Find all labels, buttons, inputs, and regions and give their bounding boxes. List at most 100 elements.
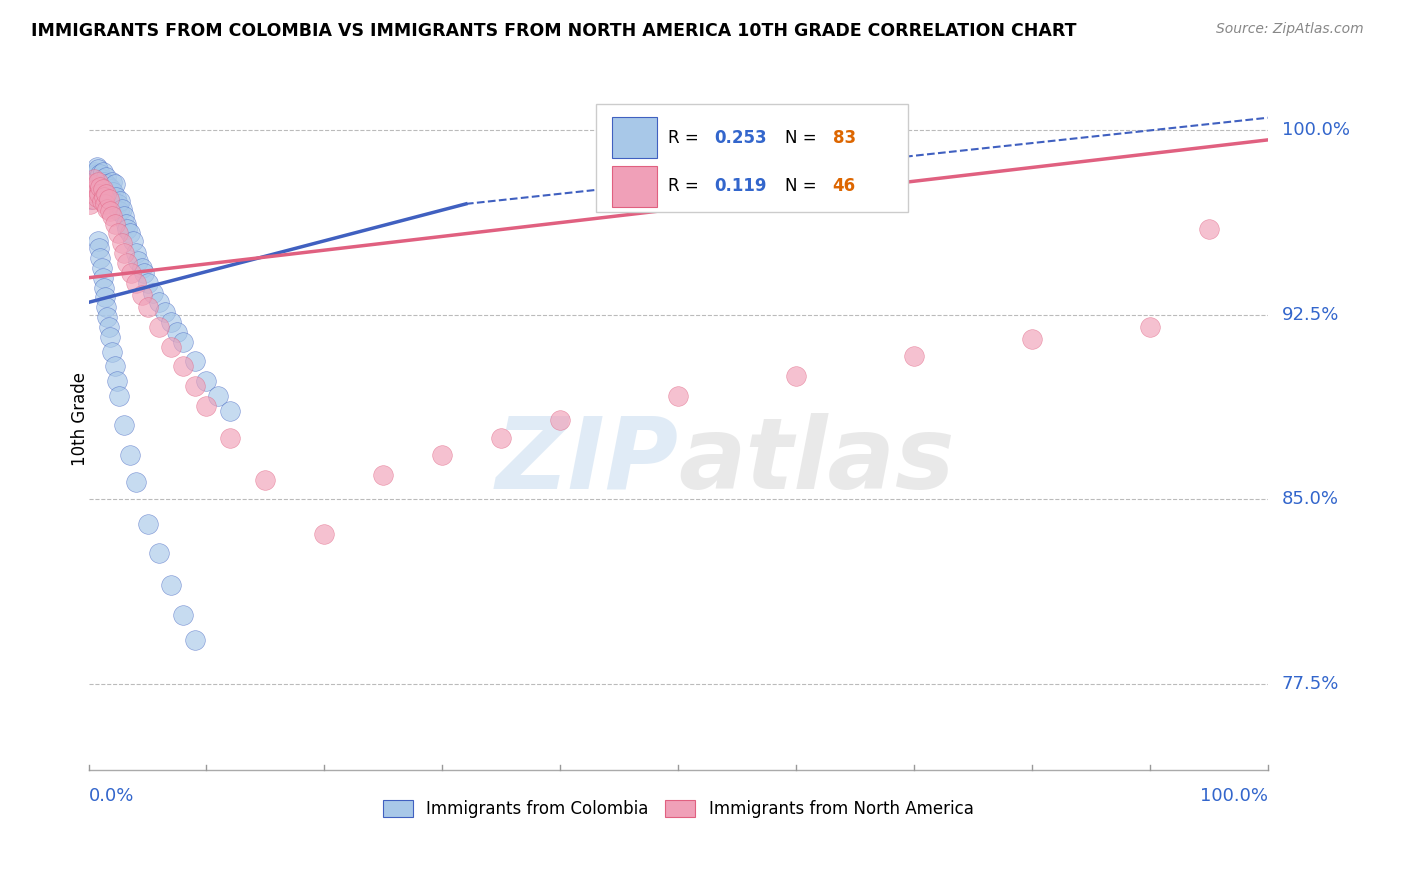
Text: 85.0%: 85.0% [1282,491,1339,508]
Point [101,344,124,359]
Point [172,607,194,622]
Point [166,325,188,339]
Point [110,194,132,209]
Y-axis label: 10th Grade: 10th Grade [72,372,89,467]
Text: 100.0%: 100.0% [1199,788,1268,805]
Point [1021,332,1043,346]
Point [89,241,111,255]
Point [90,260,112,275]
Point [101,175,124,189]
Point [207,389,229,403]
Text: R =: R = [668,128,703,146]
Point [785,369,807,384]
Point [96,178,118,192]
Point [97,320,120,334]
Point [148,546,170,560]
Point [82,178,104,192]
Point [82,172,104,186]
Point [96,187,118,202]
Point [94,197,117,211]
Point [108,389,131,403]
Point [136,516,159,531]
Point [79,197,101,211]
Point [112,246,135,260]
Point [491,431,513,445]
FancyBboxPatch shape [612,166,657,207]
Point [110,236,132,251]
Point [101,209,124,223]
Point [93,189,115,203]
Point [91,182,114,196]
Point [89,167,111,181]
Point [132,266,155,280]
Text: 0.0%: 0.0% [89,788,134,805]
Point [666,389,689,403]
Point [87,234,110,248]
Point [89,185,111,199]
Point [91,182,114,196]
Point [94,290,117,304]
Point [127,253,149,268]
Point [87,162,110,177]
Point [120,266,142,280]
Point [314,526,336,541]
Text: 83: 83 [832,128,856,146]
Point [82,192,104,206]
Point [82,179,104,194]
Point [160,578,183,592]
Point [432,448,454,462]
Point [90,194,112,209]
Point [103,185,125,199]
Point [125,475,148,489]
Point [83,172,105,186]
Point [80,178,103,192]
Point [79,192,101,206]
Point [93,280,115,294]
Point [94,185,117,199]
Point [172,359,194,374]
Point [117,256,139,270]
Point [548,413,571,427]
Point [118,448,141,462]
Point [118,227,141,241]
Point [87,175,110,189]
Point [83,165,105,179]
Point [148,320,170,334]
Text: 100.0%: 100.0% [1282,121,1350,139]
Point [107,197,129,211]
Point [105,374,128,388]
Point [96,300,118,314]
Point [96,310,118,325]
Text: IMMIGRANTS FROM COLOMBIA VS IMMIGRANTS FROM NORTH AMERICA 10TH GRADE CORRELATION: IMMIGRANTS FROM COLOMBIA VS IMMIGRANTS F… [31,22,1077,40]
Point [96,202,118,216]
Point [83,182,105,196]
Point [219,431,242,445]
Point [80,185,103,199]
Point [117,221,139,235]
Point [101,192,124,206]
Point [183,379,205,393]
Point [219,403,242,417]
Point [86,172,108,186]
Point [136,276,159,290]
Text: R =: R = [668,178,703,195]
Point [84,182,107,196]
Point [89,187,111,202]
Point [254,473,277,487]
Point [90,172,112,186]
Point [108,204,131,219]
Point [89,179,111,194]
Point [122,234,145,248]
Point [100,182,122,196]
Point [160,315,183,329]
Point [903,350,925,364]
Point [86,189,108,203]
Point [131,288,153,302]
Point [98,204,121,219]
Text: atlas: atlas [678,413,955,510]
Point [96,187,118,202]
Point [91,270,114,285]
Point [115,217,138,231]
Text: 0.119: 0.119 [714,178,768,195]
Point [82,185,104,199]
